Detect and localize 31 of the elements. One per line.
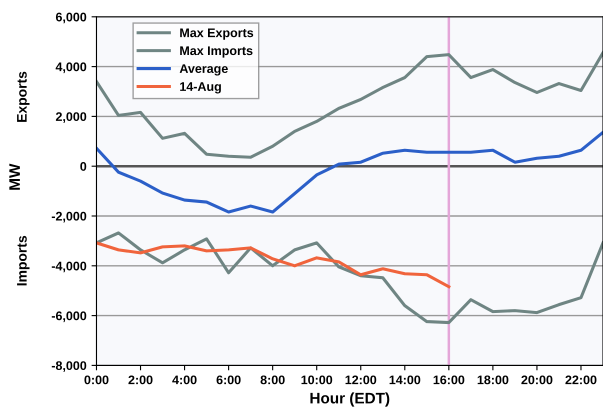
x-tick-label: 10:00 — [302, 375, 332, 384]
y-axis-title: MW — [9, 164, 20, 190]
x-tick-label: 2:00 — [128, 375, 153, 384]
y-tick-label: -8,000 — [52, 361, 86, 372]
legend-label: Max Exports — [180, 28, 254, 40]
x-tick-label: 16:00 — [434, 375, 464, 384]
line-series — [96, 130, 603, 214]
x-tick-label: 18:00 — [478, 375, 508, 384]
x-tick-label: 6:00 — [216, 375, 241, 384]
x-tick-label: 4:00 — [172, 375, 197, 384]
x-tick-label: 22:00 — [565, 375, 596, 384]
x-tick-label: 8:00 — [260, 375, 285, 384]
y-tick-label: -4,000 — [52, 262, 86, 272]
line-series — [96, 241, 450, 288]
y-tick-label: 4,000 — [56, 62, 86, 74]
y-tick-label: 0 — [80, 162, 86, 171]
text: Imports — [17, 236, 30, 286]
x-tick-label: 12:00 — [346, 375, 376, 384]
x-axis-title: Hour (EDT) — [310, 392, 390, 407]
x-tick-label: 20:00 — [521, 375, 552, 384]
y-tick-label: 6,000 — [56, 12, 86, 24]
y-tick-label: 2,000 — [56, 112, 86, 123]
x-tick-label: 14:00 — [390, 375, 420, 384]
y-tick-label: -6,000 — [52, 311, 86, 322]
legend-label: 14-Aug — [180, 82, 221, 94]
text: Exports — [17, 72, 30, 122]
line-series — [96, 231, 603, 324]
y-tick-label: -2,000 — [52, 212, 86, 222]
legend-label: Average — [180, 64, 228, 76]
legend-label: Max Imports — [180, 46, 252, 58]
x-tick-label: 0:00 — [84, 375, 108, 384]
